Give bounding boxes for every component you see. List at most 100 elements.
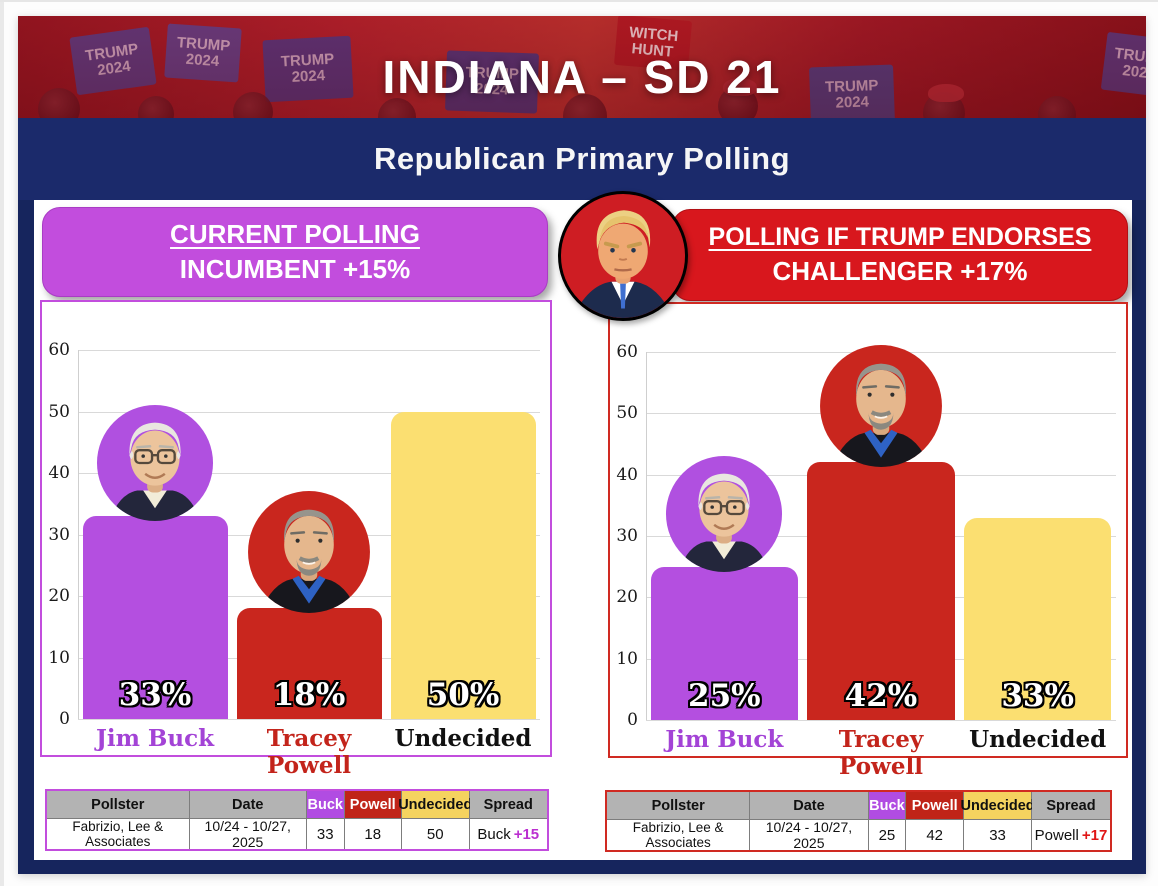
- header-date: Date: [750, 792, 869, 820]
- header-powell: Powell: [906, 792, 965, 820]
- cell-date: 10/24 - 10/27, 2025: [190, 818, 307, 850]
- content-area: CURRENT POLLING INCUMBENT +15% POLLING I…: [34, 191, 1132, 860]
- header-spread: Spread: [1032, 792, 1110, 820]
- tracey-powell-photo: [248, 491, 370, 614]
- subtitle-band: Republican Primary Polling: [18, 118, 1146, 200]
- candidate-photo-buck: [96, 404, 214, 522]
- cell-spread: Powell +17: [1032, 820, 1110, 850]
- y-tick-label: 40: [616, 464, 638, 485]
- trump-endorses-header: POLLING IF TRUMP ENDORSES CHALLENGER +17…: [672, 209, 1128, 301]
- cell-powell: 42: [906, 820, 965, 850]
- category-label-tracey-powell: Tracey Powell: [266, 725, 352, 779]
- cell-pollster: Fabrizio, Lee & Associates: [47, 819, 190, 849]
- page-title: INDIANA – SD 21: [382, 51, 782, 103]
- category-label-jim-buck: Jim Buck: [665, 726, 784, 753]
- candidate-photo-powell: [819, 344, 943, 468]
- y-tick-label: 30: [616, 526, 638, 546]
- cell-undecided: 33: [964, 820, 1032, 850]
- current-polling-subtitle: INCUMBENT +15%: [179, 254, 411, 284]
- category-label-tracey-powell: Tracey Powell: [838, 726, 924, 780]
- bar-tracey-powell: 18%: [236, 608, 382, 719]
- cell-undecided: 50: [402, 819, 470, 849]
- current-polling-header: CURRENT POLLING INCUMBENT +15%: [42, 207, 548, 297]
- trump-endorses-title: POLLING IF TRUMP ENDORSES: [708, 223, 1092, 251]
- trump-endorses-table: Pollster Date Buck Powell Undecided Spre…: [605, 790, 1112, 852]
- banner: TRUMP 2024 TRUMP 2024 TRUMP 2024 TRUMP 2…: [18, 16, 1146, 118]
- table-header-row: Pollster Date Buck Powell Undecided Spre…: [607, 792, 1110, 820]
- chart-plot-area: 0 10 20 30 40 50 60 33% Jim Buck 18% Tracey Powell…: [42, 302, 550, 779]
- gridline-50: [78, 411, 540, 413]
- current-polling-chart: 0 10 20 30 40 50 60 33% Jim Buck 18% Tracey Powell…: [40, 300, 552, 779]
- table-header-row: Pollster Date Buck Powell Undecided Spre…: [47, 791, 547, 819]
- trump-endorses-chart: 0 10 20 30 40 50 60 25% Jim Buck 42% Tracey Powell…: [608, 302, 1128, 780]
- jim-buck-photo: [666, 455, 783, 572]
- y-tick-label: 60: [48, 340, 70, 360]
- cell-pollster: Fabrizio, Lee & Associates: [607, 820, 751, 850]
- jim-buck-photo: [96, 405, 214, 522]
- candidate-photo-powell: [247, 490, 371, 614]
- cell-date: 10/24 - 10/27, 2025: [750, 819, 869, 851]
- poster-card: TRUMP 2024 TRUMP 2024 TRUMP 2024 TRUMP 2…: [18, 16, 1146, 874]
- category-label-undecided: Undecided: [969, 726, 1107, 753]
- y-tick-label: 50: [48, 401, 70, 422]
- gridline-0: [646, 720, 1116, 721]
- chart-plot-area: 0 10 20 30 40 50 60 25% Jim Buck 42% Tracey Powell…: [610, 304, 1126, 780]
- y-tick-label: 60: [616, 342, 638, 362]
- y-tick-label: 10: [616, 648, 638, 669]
- bar-value-label: 18%: [272, 676, 346, 713]
- category-label-jim-buck: Jim Buck: [95, 725, 215, 752]
- spread-leader: Powell: [1034, 826, 1079, 844]
- y-axis-line: [78, 350, 79, 719]
- bar-jim-buck: 25%: [650, 566, 799, 720]
- bar-undecided: 33%: [963, 517, 1112, 720]
- cell-powell: 18: [345, 819, 402, 849]
- y-tick-label: 20: [616, 587, 638, 608]
- current-polling-table: Pollster Date Buck Powell Undecided Spre…: [45, 789, 549, 851]
- spread-leader: Buck: [477, 825, 511, 843]
- gridline-0: [78, 719, 540, 720]
- spread-margin: +17: [1081, 826, 1108, 844]
- header-buck: Buck: [868, 792, 907, 820]
- trump-photo: [558, 191, 688, 321]
- y-tick-label: 40: [48, 463, 70, 483]
- trump-portrait-icon: [561, 194, 685, 318]
- y-tick-label: 0: [59, 709, 70, 729]
- tracey-powell-photo: [820, 345, 942, 468]
- table-row: Fabrizio, Lee & Associates 10/24 - 10/27…: [607, 819, 1110, 851]
- header-powell: Powell: [344, 791, 402, 819]
- y-tick-label: 20: [48, 586, 70, 606]
- y-axis-line: [646, 352, 647, 720]
- bar-value-label: 33%: [118, 676, 192, 713]
- cell-buck: 25: [869, 820, 907, 850]
- category-label-undecided: Undecided: [394, 725, 532, 752]
- header-date: Date: [189, 791, 307, 819]
- bar-jim-buck: 33%: [82, 516, 228, 719]
- cell-spread: Buck +15: [470, 819, 548, 849]
- subtitle-text: Republican Primary Polling: [373, 141, 791, 176]
- bar-value-label: 50%: [426, 677, 500, 713]
- table-row: Fabrizio, Lee & Associates 10/24 - 10/27…: [47, 818, 548, 850]
- bar-tracey-powell: 42%: [807, 462, 955, 720]
- header-buck: Buck: [307, 791, 345, 819]
- y-tick-label: 0: [627, 710, 638, 730]
- y-tick-label: 10: [48, 647, 70, 668]
- bar-value-label: 33%: [1001, 677, 1074, 714]
- gridline-60: [78, 350, 540, 351]
- spread-margin: +15: [513, 825, 540, 843]
- header-pollster: Pollster: [47, 791, 190, 819]
- header-pollster: Pollster: [607, 792, 751, 820]
- page-left-edge: [0, 2, 4, 886]
- cell-buck: 33: [307, 819, 345, 849]
- y-tick-label: 30: [48, 524, 70, 545]
- header-spread: Spread: [469, 791, 547, 819]
- bar-value-label: 42%: [844, 677, 918, 714]
- trump-endorses-subtitle: CHALLENGER +17%: [772, 256, 1028, 286]
- y-tick-label: 50: [616, 403, 638, 424]
- bar-value-label: 25%: [688, 677, 761, 714]
- gridline-40: [78, 473, 540, 474]
- bar-undecided: 50%: [390, 411, 536, 719]
- candidate-photo-buck: [665, 455, 783, 573]
- header-undecided: Undecided: [961, 792, 1035, 820]
- header-undecided: Undecided: [398, 791, 472, 819]
